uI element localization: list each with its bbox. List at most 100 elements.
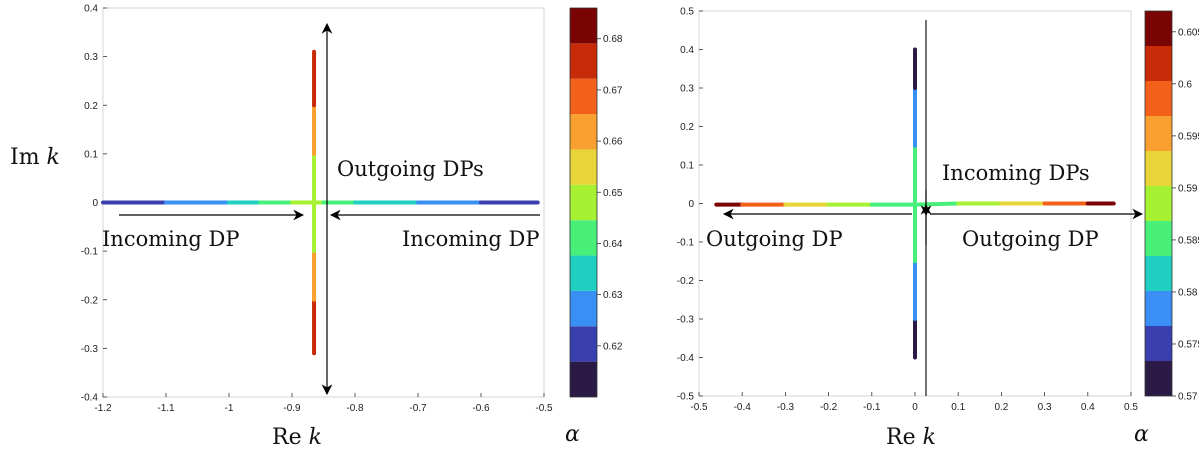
curve-segment-series-1 — [913, 201, 961, 207]
colorbar-tick-label: 0.62 — [603, 341, 623, 352]
y-tick-label: 0.3 — [680, 84, 694, 95]
colorbar-swatch — [1145, 186, 1172, 221]
left-colorbar-label: α — [565, 422, 580, 447]
y-tick-label: 0.2 — [84, 101, 98, 112]
x-tick-label: 0.5 — [1124, 402, 1138, 413]
right-plot-xlabel: Re k — [886, 425, 936, 450]
x-tick-label: 0 — [912, 402, 918, 413]
colorbar-frame — [569, 7, 598, 398]
colorbar-tick-label: 0.63 — [603, 290, 623, 301]
right-annotation-incoming: Incoming DPs — [942, 161, 1090, 185]
colorbar-swatch — [570, 290, 597, 327]
colorbar-swatch — [570, 43, 597, 79]
colorbar-swatch — [570, 149, 597, 185]
y-tick-label: -0.4 — [677, 353, 695, 364]
colorbar-swatch — [570, 8, 597, 44]
left-annotation-incoming-left: Incoming DP — [102, 227, 239, 251]
right-plot: -0.5 -0.4 -0.3 -0.2 -0.1 0 0.1 0.2 0.3 0.4 0.5 -0.… — [677, 7, 1199, 451]
x-tick-label: -0.3 — [777, 402, 795, 413]
y-tick-label: -0.1 — [81, 247, 99, 258]
x-tick-label: -0.2 — [820, 402, 838, 413]
right-colorbar: 0.57 0.575 0.58 0.585 0.59 0.595 0.6 0.605 — [1144, 10, 1199, 403]
colorbar-swatch — [1145, 291, 1172, 326]
colorbar-swatch — [1145, 11, 1172, 46]
y-tick-label: 0.1 — [84, 149, 98, 160]
right-plot-x-ticks: -0.5 -0.4 -0.3 -0.2 -0.1 0 0.1 0.2 0.3 0.4 0.5 — [690, 392, 1138, 413]
x-tick-label: -0.5 — [535, 403, 553, 414]
x-tick-label: -0.6 — [472, 403, 490, 414]
colorbar-tick-label: 0.66 — [603, 137, 623, 148]
x-tick-label: -1.1 — [157, 403, 175, 414]
x-tick-label: 0.2 — [994, 402, 1008, 413]
colorbar-tick-label: 0.64 — [603, 239, 623, 250]
left-colorbar: 0.62 0.63 0.64 0.65 0.66 0.67 0.68 — [569, 7, 623, 398]
x-tick-label: -0.4 — [734, 402, 752, 413]
x-tick-label: -1.2 — [94, 403, 112, 414]
y-tick-label: -0.3 — [677, 315, 695, 326]
y-tick-label: 0.1 — [680, 161, 694, 172]
y-tick-label: -0.4 — [81, 393, 99, 404]
x-tick-label: -0.5 — [690, 402, 708, 413]
left-plot-curves — [101, 49, 540, 356]
x-tick-label: -1 — [225, 403, 234, 414]
left-plot-x-ticks: -1.2 -1.1 -1 -0.9 -0.8 -0.7 -0.6 -0.5 — [94, 393, 553, 414]
colorbar-tick-label: 0.68 — [603, 34, 623, 45]
right-colorbar-label: α — [1134, 422, 1149, 447]
colorbar-swatch — [570, 184, 597, 221]
y-tick-label: -0.1 — [677, 238, 695, 249]
colorbar-tick-label: 0.595 — [1178, 131, 1199, 142]
colorbar-tick-label: 0.65 — [603, 188, 623, 199]
colorbar-swatch — [1145, 326, 1172, 361]
y-tick-label: -0.3 — [81, 344, 99, 355]
y-tick-label: 0.4 — [84, 4, 98, 15]
y-tick-label: 0.2 — [680, 122, 694, 133]
y-tick-label: 0.5 — [680, 7, 694, 18]
y-tick-label: 0 — [92, 198, 98, 209]
left-annotation-outgoing: Outgoing DPs — [337, 157, 484, 181]
colorbar-swatch — [570, 255, 597, 291]
left-plot-y-ticks: -0.4 -0.3 -0.2 -0.1 0 0.1 0.2 0.3 0.4 — [81, 4, 107, 404]
x-tick-label: 0.4 — [1081, 402, 1095, 413]
colorbar-tick-label: 0.59 — [1178, 183, 1198, 194]
y-tick-label: -0.2 — [81, 295, 99, 306]
colorbar-swatch — [1145, 116, 1172, 151]
x-tick-label: 0.3 — [1038, 402, 1052, 413]
colorbar-swatch — [1145, 151, 1172, 186]
left-plot: -1.2 -1.1 -1 -0.9 -0.8 -0.7 -0.6 -0.5 -0.4-0.3-… — [10, 4, 623, 451]
x-tick-label: 0.1 — [951, 402, 965, 413]
colorbar-frame — [1144, 10, 1173, 397]
colorbar-swatch — [1145, 46, 1172, 81]
x-tick-label: -0.9 — [283, 403, 301, 414]
y-tick-label: -0.5 — [677, 392, 695, 403]
colorbar-swatch — [1145, 361, 1172, 396]
right-plot-curves — [714, 47, 1116, 360]
left-plot-arrows — [119, 22, 540, 396]
right-annotation-outgoing-left: Outgoing DP — [706, 227, 843, 251]
colorbar-swatch — [1145, 81, 1172, 116]
left-annotation-incoming-right: Incoming DP — [402, 227, 539, 251]
right-plot-y-ticks: -0.5 -0.4 -0.3 -0.2 -0.1 0 0.1 0.2 0.3 0.4 0.5 — [677, 7, 703, 403]
y-tick-label: 0.3 — [84, 52, 98, 63]
right-annotation-outgoing-right: Outgoing DP — [962, 227, 1099, 251]
colorbar-swatch — [570, 361, 597, 397]
colorbar-swatch — [1145, 221, 1172, 256]
colorbar-swatch — [570, 78, 597, 115]
x-tick-label: -0.7 — [409, 403, 427, 414]
right-plot-arrows — [722, 20, 1144, 396]
y-tick-label: 0.4 — [680, 45, 694, 56]
colorbar-tick-label: 0.605 — [1178, 27, 1199, 38]
colorbar-swatch — [570, 326, 597, 362]
x-tick-label: -0.8 — [346, 403, 364, 414]
x-tick-label: -0.1 — [863, 402, 881, 413]
colorbar-tick-label: 0.67 — [603, 85, 623, 96]
colorbar-tick-label: 0.57 — [1178, 392, 1198, 403]
colorbar-swatch — [570, 114, 597, 150]
colorbar-tick-label: 0.575 — [1178, 339, 1199, 350]
colorbar-tick-label: 0.585 — [1178, 235, 1199, 246]
colorbar-tick-label: 0.6 — [1178, 79, 1192, 90]
colorbar-swatch — [1145, 256, 1172, 291]
left-plot-xlabel: Re k — [272, 425, 322, 450]
y-tick-label: -0.2 — [677, 276, 695, 287]
left-plot-ylabel: Im k — [10, 145, 60, 170]
